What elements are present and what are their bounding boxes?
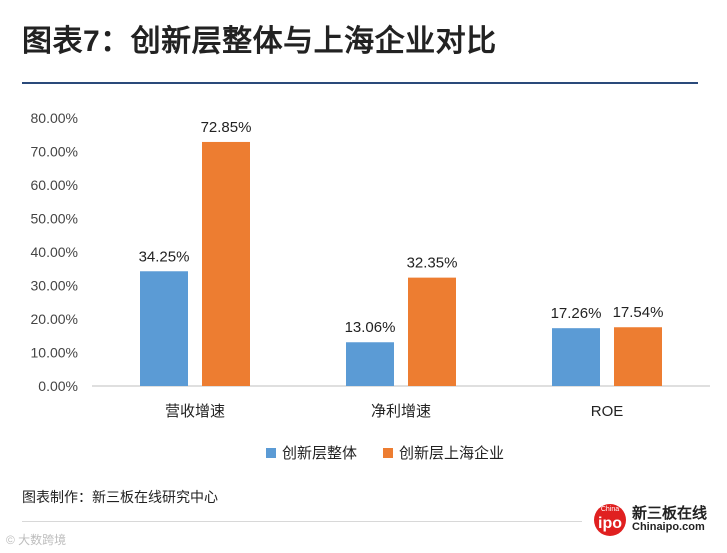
y-tick-label: 50.00% [31, 211, 78, 227]
y-tick-label: 70.00% [31, 144, 78, 160]
footer-divider [22, 521, 582, 522]
corner-watermark: © 大数跨境 [6, 533, 67, 547]
data-label: 13.06% [345, 319, 396, 336]
legend-item-series-2: 创新层上海企业 [383, 442, 504, 463]
data-label: 32.35% [407, 255, 458, 272]
legend-swatch-series-1 [266, 447, 276, 458]
x-tick-label: ROE [591, 403, 624, 420]
bar [408, 277, 456, 386]
bar [552, 328, 600, 386]
title-divider [22, 82, 698, 84]
y-tick-label: 20.00% [31, 311, 78, 327]
legend-swatch-series-2 [383, 447, 394, 458]
x-tick-label: 营收增速 [165, 403, 225, 420]
data-label: 34.25% [139, 248, 190, 265]
bar-chart: 0.00% 10.00% 20.00% 30.00% 40.00% 50.00% 60.00… [31, 110, 710, 420]
bar [614, 327, 662, 386]
y-tick-label: 0.00% [38, 378, 78, 394]
source-note: 图表制作：新三板在线研究中心 [22, 489, 218, 505]
y-tick-label: 60.00% [31, 177, 78, 193]
y-tick-label: 80.00% [31, 110, 78, 126]
y-tick-label: 40.00% [31, 244, 78, 260]
y-tick-label: 30.00% [31, 278, 78, 294]
legend-item-series-1: 创新层整体 [266, 442, 357, 463]
bar [346, 342, 394, 386]
logo-domain: Chinaipo.com [632, 521, 705, 534]
logo-badge-icon: China ipo [594, 504, 626, 536]
data-label: 17.54% [613, 304, 664, 321]
y-tick-label: 10.00% [31, 345, 78, 361]
legend-label-series-1: 创新层整体 [282, 445, 358, 462]
data-label: 17.26% [551, 305, 602, 322]
bar [140, 271, 188, 386]
x-tick-label: 净利增速 [371, 403, 431, 420]
logo-badge-small: China [600, 506, 620, 513]
legend: 创新层整体 创新层上海企业 [266, 442, 504, 463]
logo-name: 新三板在线 [632, 505, 708, 523]
bar [202, 141, 250, 386]
logo-badge-big: ipo [598, 515, 622, 532]
chart-title: 图表7：创新层整体与上海企业对比 [22, 25, 497, 58]
legend-label-series-2: 创新层上海企业 [399, 445, 505, 462]
brand-logo: China ipo 新三板在线 Chinaipo.com [594, 504, 707, 536]
data-label: 72.85% [201, 119, 252, 136]
